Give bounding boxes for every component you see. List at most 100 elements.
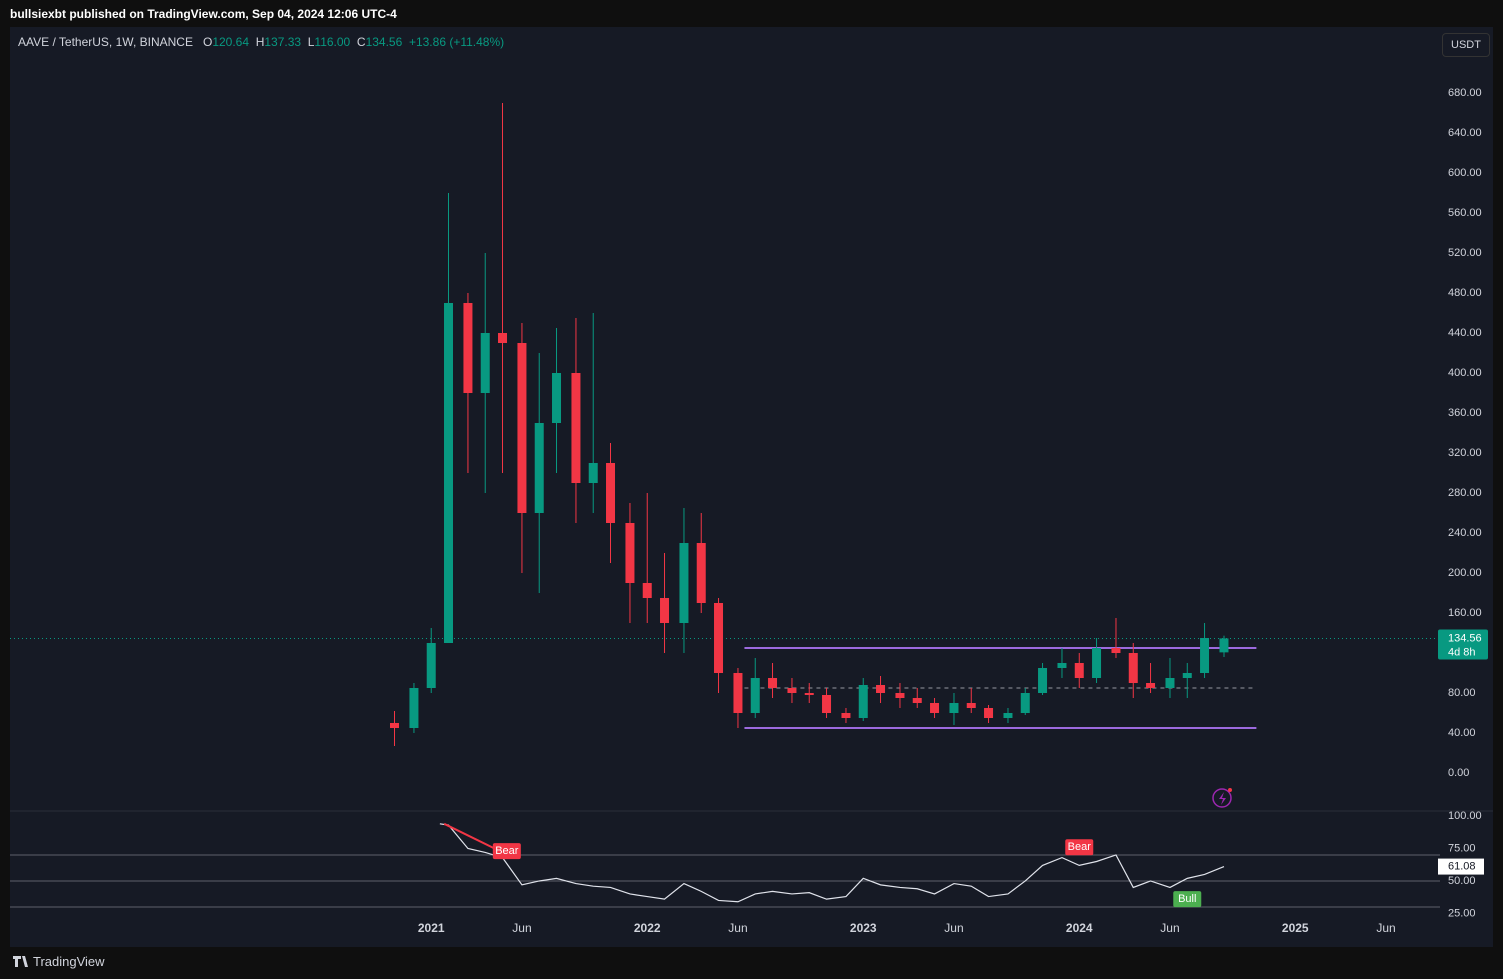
candle-body (1057, 663, 1067, 668)
x-tick-label: 2022 (634, 921, 661, 935)
y-tick-label: 0.00 (1448, 767, 1469, 779)
alert-dot (1228, 788, 1232, 792)
candle-body (930, 703, 940, 713)
y-tick-label: 280.00 (1448, 487, 1482, 499)
candle-body (1003, 713, 1013, 718)
candle-body (498, 333, 508, 343)
alert-icon[interactable] (1212, 788, 1232, 808)
x-tick-label: Jun (512, 921, 531, 935)
candle-body (750, 678, 760, 713)
candle-body (1038, 668, 1048, 693)
candle-body (696, 543, 706, 603)
candle-body (1111, 648, 1121, 653)
candle-body (858, 685, 868, 718)
candle-body (444, 303, 454, 643)
candle-body (1200, 638, 1210, 673)
signal-label: Bull (1178, 893, 1196, 905)
candle-body (534, 423, 544, 513)
signal-label: Bear (495, 845, 519, 857)
currency-button[interactable]: USDT (1442, 33, 1490, 57)
rsi-tick-label: 100.00 (1448, 810, 1482, 822)
symbol: AAVE / TetherUS, 1W, BINANCE (18, 35, 193, 49)
candle-body (390, 723, 400, 728)
logo (13, 956, 28, 967)
candle-body (571, 373, 581, 483)
legend: AAVE / TetherUS, 1W, BINANCE O120.64 H13… (18, 35, 504, 49)
l-label: L (307, 35, 315, 49)
y-tick-label: 160.00 (1448, 607, 1482, 619)
candle-body (1146, 683, 1156, 688)
h-label: H (255, 35, 265, 49)
candle-body (1074, 663, 1084, 678)
y-tick-label: 600.00 (1448, 167, 1482, 179)
y-tick-label: 400.00 (1448, 367, 1482, 379)
alert-bolt (1219, 792, 1226, 805)
y-tick-label: 200.00 (1448, 567, 1482, 579)
x-tick-label: Jun (1160, 921, 1179, 935)
last-price-label: 134.56 (1448, 632, 1482, 644)
candle-body (679, 543, 689, 623)
low: 116.00 (314, 35, 351, 49)
rsi-last-label: 61.08 (1448, 860, 1476, 872)
rsi-tick-label: 50.00 (1448, 875, 1476, 887)
y-tick-label: 520.00 (1448, 247, 1482, 259)
x-tick-label: Jun (1376, 921, 1395, 935)
countdown: 4d 8h (1448, 646, 1476, 658)
chart-bg (10, 27, 1493, 947)
candle-body (966, 703, 976, 708)
candle-body (895, 693, 905, 698)
y-tick-label: 440.00 (1448, 327, 1482, 339)
signal-badge (1173, 891, 1202, 908)
candle-body (463, 303, 473, 393)
candle-body (660, 598, 670, 623)
rsi-tick-label: 75.00 (1448, 842, 1476, 854)
c-label: C (356, 35, 366, 49)
x-tick-label: 2025 (1282, 921, 1309, 935)
y-tick-label: 640.00 (1448, 127, 1482, 139)
rsi-line (439, 823, 1225, 903)
candle-body (552, 373, 562, 423)
candle-body (1128, 653, 1138, 683)
x-tick-label: 2023 (850, 921, 877, 935)
candle-body (733, 673, 743, 713)
candle-body (642, 583, 652, 598)
x-tick-label: Jun (944, 921, 963, 935)
price-badge (1438, 629, 1488, 660)
high: 137.33 (264, 35, 302, 49)
o-label: O (202, 35, 213, 49)
candle-body (588, 463, 598, 483)
candle-body (912, 698, 922, 703)
publish-info: bullsiexbt published on TradingView.com,… (10, 7, 397, 21)
candle-body (426, 643, 436, 688)
y-tick-label: 80.00 (1448, 687, 1476, 699)
y-tick-label: 480.00 (1448, 287, 1482, 299)
candle-body (949, 703, 959, 713)
candle-body (1092, 648, 1102, 678)
x-tick-label: 2021 (418, 921, 445, 935)
candle-body (984, 708, 994, 718)
y-tick-label: 680.00 (1448, 87, 1482, 99)
divergence-line (443, 822, 503, 854)
candle-body (841, 713, 851, 718)
rsi-badge (1438, 858, 1484, 875)
y-tick-label: 560.00 (1448, 207, 1482, 219)
signal-badge (492, 843, 521, 860)
candle-body (787, 688, 797, 693)
y-tick-label: 360.00 (1448, 407, 1482, 419)
candle-body (480, 333, 490, 393)
candle-body (409, 688, 419, 728)
signal-label: Bear (1068, 841, 1092, 853)
candle-body (625, 523, 635, 583)
candle-body (876, 685, 886, 693)
candle-body (1219, 638, 1229, 653)
x-tick-label: 2024 (1066, 921, 1093, 935)
change: +13.86 (+11.48%) (408, 35, 505, 49)
close: 134.56 (365, 35, 403, 49)
candle-body (768, 678, 778, 688)
rsi-tick-label: 25.00 (1448, 907, 1476, 919)
candle-body (517, 343, 527, 513)
candle-body (606, 463, 616, 523)
candle-body (714, 603, 724, 673)
